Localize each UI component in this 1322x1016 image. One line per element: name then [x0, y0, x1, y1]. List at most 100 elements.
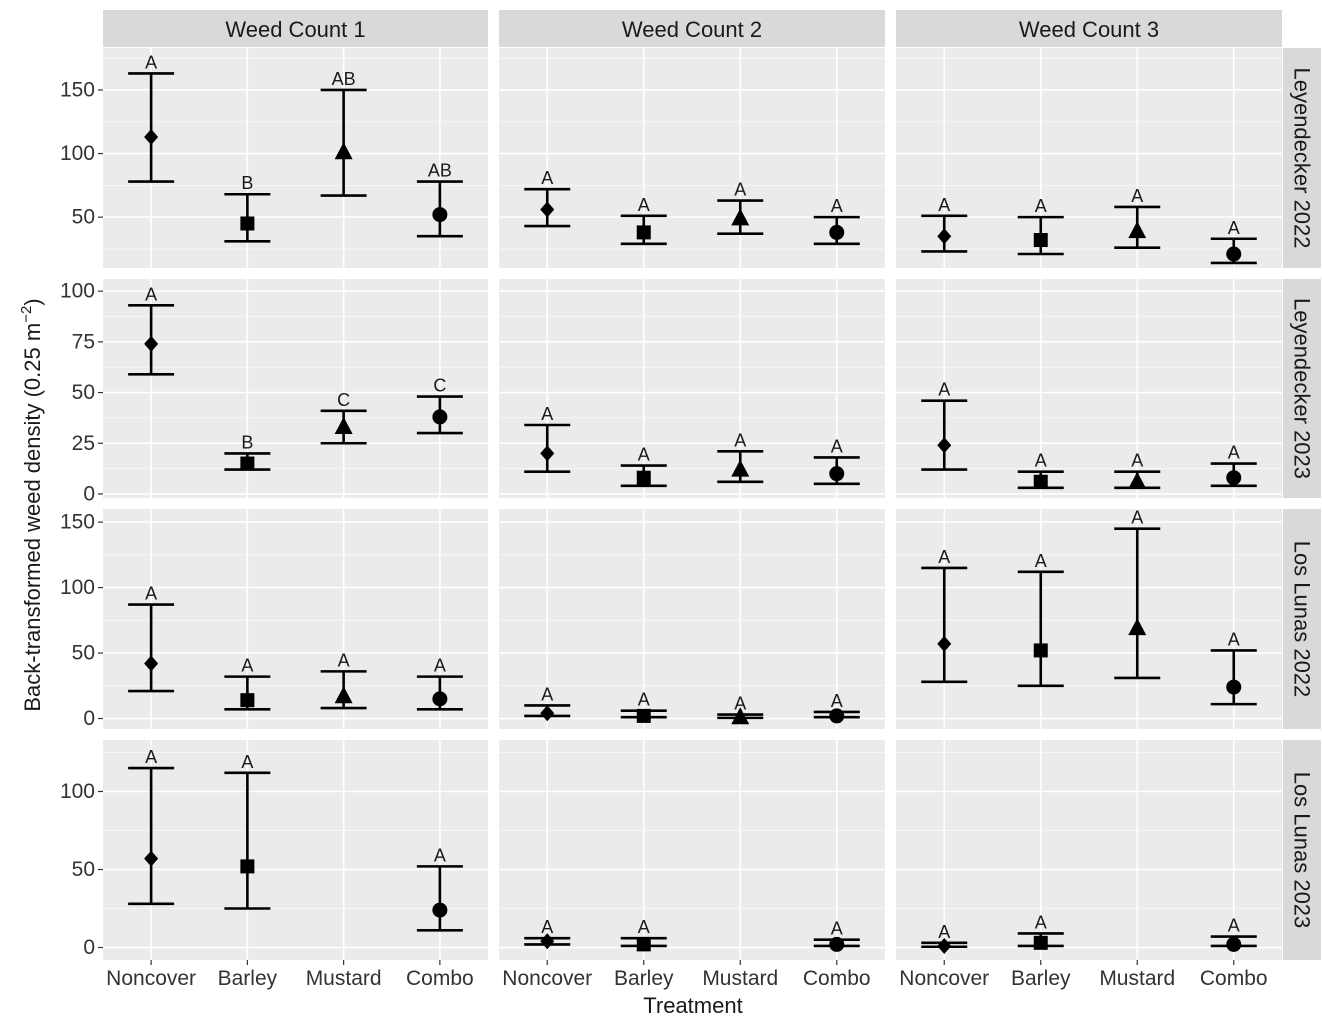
panel-background — [499, 740, 885, 960]
marker-circle — [432, 409, 448, 425]
point-noncover: A — [524, 917, 571, 950]
significance-letter: B — [241, 173, 253, 193]
y-axis-title-suffix: ) — [20, 298, 45, 305]
panel-leyendecker-2023-col3: A A A A — [896, 279, 1282, 498]
panel-leyendecker-2023-col1: A B C C — [103, 279, 488, 498]
marker-square — [1033, 935, 1048, 950]
significance-letter: C — [337, 390, 350, 410]
panel-background — [103, 48, 488, 268]
significance-letter: A — [541, 168, 553, 188]
point-noncover: A — [128, 584, 175, 693]
panel-background — [103, 279, 488, 498]
panel-los-lunas-2022-col3: A A A A — [896, 508, 1282, 729]
x-tick-label: Combo — [1200, 967, 1268, 990]
point-combo: A — [1210, 218, 1257, 265]
significance-letter: A — [145, 52, 157, 72]
panel-background — [896, 740, 1282, 960]
point-barley: A — [224, 752, 271, 910]
x-tick-label: Barley — [614, 967, 674, 990]
point-noncover: A — [921, 922, 968, 954]
panel-background — [103, 740, 488, 960]
y-tick-label: 75 — [72, 330, 95, 353]
point-barley: A — [224, 656, 271, 711]
marker-triangle — [1128, 618, 1147, 636]
marker-circle — [829, 466, 845, 482]
marker-diamond — [937, 937, 952, 954]
x-tick-label: Combo — [803, 967, 871, 990]
panel-background — [896, 48, 1282, 268]
strip-row-3 — [1283, 509, 1321, 729]
x-tick-label: Barley — [1011, 967, 1071, 990]
marker-square — [636, 937, 651, 952]
strip-column-2 — [499, 10, 885, 47]
point-mustard: AB — [320, 69, 367, 197]
point-barley: A — [1017, 196, 1064, 256]
x-tick-label: Noncover — [899, 967, 989, 990]
y-tick-label: 25 — [72, 432, 95, 455]
marker-diamond — [540, 705, 555, 722]
significance-letter: A — [1035, 551, 1047, 571]
point-barley: A — [620, 690, 667, 723]
point-combo: A — [416, 845, 463, 932]
significance-letter: A — [1131, 186, 1143, 206]
marker-triangle — [731, 208, 750, 226]
y-tick-label: 100 — [60, 280, 95, 303]
panel-leyendecker-2022-col2: A A A A — [499, 48, 885, 268]
significance-letter: A — [938, 922, 950, 942]
significance-letter: A — [541, 684, 553, 704]
point-combo: A — [813, 436, 860, 486]
marker-diamond — [540, 445, 555, 462]
significance-letter: A — [145, 747, 157, 767]
point-mustard: A — [717, 430, 764, 484]
significance-letter: A — [734, 694, 746, 714]
y-tick-label: 50 — [72, 206, 95, 229]
x-tick-label: Noncover — [502, 967, 592, 990]
point-noncover: A — [524, 168, 571, 228]
significance-letter: A — [1035, 912, 1047, 932]
significance-letter: A — [1228, 443, 1240, 463]
y-tick-label: 100 — [60, 576, 95, 599]
significance-letter: A — [434, 656, 446, 676]
point-barley: A — [620, 917, 667, 952]
marker-circle — [1226, 470, 1242, 486]
point-combo: A — [1210, 443, 1257, 488]
marker-triangle — [1128, 471, 1147, 489]
significance-letter: A — [145, 284, 157, 304]
point-mustard: A — [1114, 186, 1161, 249]
y-tick-label: 100 — [60, 780, 95, 803]
marker-square — [240, 216, 255, 231]
point-noncover: A — [524, 404, 571, 473]
marker-diamond — [937, 228, 952, 245]
marker-circle — [829, 224, 845, 240]
significance-letter: A — [938, 547, 950, 567]
significance-letter: A — [734, 180, 746, 200]
point-noncover: A — [524, 684, 571, 722]
panel-los-lunas-2022-col1: A A A A — [103, 509, 488, 729]
marker-diamond — [144, 850, 159, 867]
significance-letter: B — [241, 432, 253, 452]
y-tick-label: 100 — [60, 142, 95, 165]
marker-diamond — [144, 335, 159, 352]
significance-letter: A — [831, 436, 843, 456]
point-combo: A — [813, 919, 860, 952]
point-noncover: A — [128, 52, 175, 183]
marker-triangle — [731, 707, 750, 725]
point-barley: A — [1017, 912, 1064, 950]
marker-triangle — [334, 142, 353, 160]
significance-letter: A — [1228, 629, 1240, 649]
marker-square — [636, 470, 651, 485]
point-combo: A — [813, 196, 860, 246]
significance-letter: A — [1035, 196, 1047, 216]
marker-square — [240, 859, 255, 874]
y-tick-label: 0 — [83, 936, 95, 959]
significance-letter: A — [638, 917, 650, 937]
x-tick-label: Mustard — [702, 967, 778, 990]
strip-row-1 — [1283, 48, 1321, 268]
significance-letter: AB — [332, 69, 356, 89]
strip-row-2 — [1283, 279, 1321, 498]
y-axis-title: Back-transformed weed density (0.25 m−2) — [18, 298, 45, 711]
significance-letter: A — [241, 656, 253, 676]
y-tick-label: 0 — [83, 482, 95, 505]
significance-letter: A — [831, 691, 843, 711]
